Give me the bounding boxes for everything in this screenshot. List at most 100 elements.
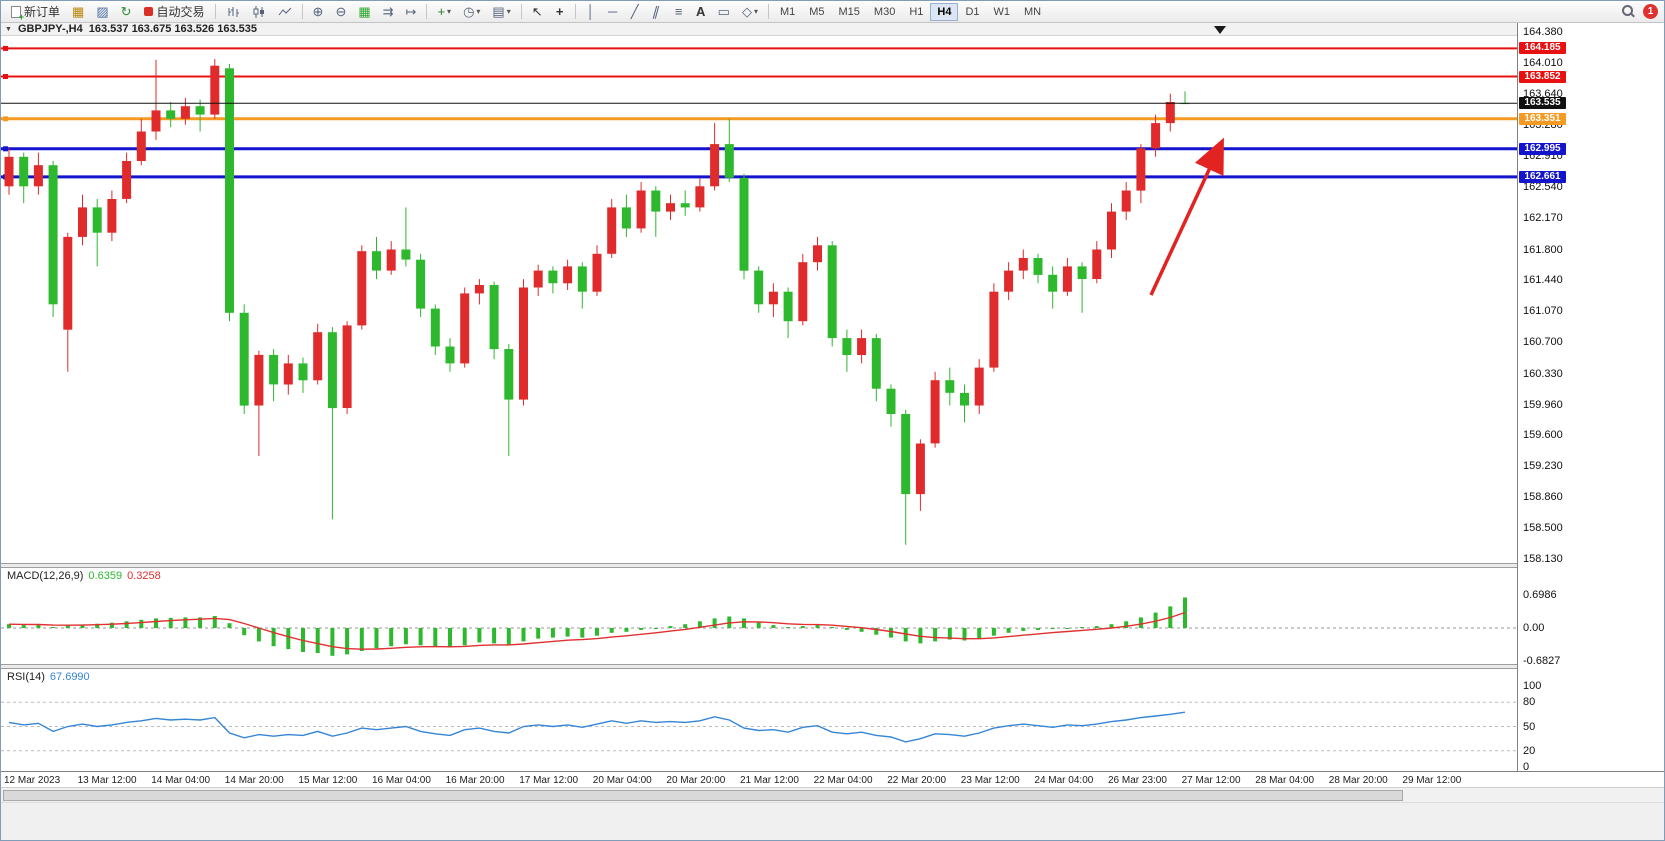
timeframe-button-d1[interactable]: D1 — [965, 6, 980, 18]
crosshair-button[interactable]: + — [550, 2, 570, 22]
search-icon[interactable] — [1622, 5, 1635, 18]
time-axis: 12 Mar 2023 13 Mar 12:00 14 Mar 04:00 14 Ma… — [1, 771, 1664, 787]
candle-body — [63, 236, 73, 330]
refresh-button[interactable]: ↻ — [116, 2, 137, 22]
candles-layer — [4, 59, 1190, 545]
horizontal-line-button[interactable]: ─ — [603, 2, 623, 22]
panel-separator[interactable] — [1, 563, 1664, 568]
chart-shift-icon: ↦ — [405, 4, 417, 19]
shapes-icon: ◇ — [741, 4, 752, 19]
time-axis-label: 20 Mar 04:00 — [592, 775, 652, 786]
panel-separator[interactable] — [1, 664, 1664, 669]
chart-shift-button[interactable]: ↦ — [401, 2, 422, 22]
candle-body — [960, 392, 969, 406]
timeframe-button-w1[interactable]: W1 — [993, 6, 1011, 18]
templates-button[interactable]: ▤ ▾ — [487, 2, 515, 22]
horizontal-scrollbar[interactable] — [1, 787, 1664, 802]
price-axis-label: 164.380 — [1523, 26, 1563, 38]
tile-windows-icon: ▦ — [358, 4, 371, 19]
zoom-out-button[interactable]: ⊖ — [330, 2, 351, 22]
auto-trading-button[interactable]: 自动交易 — [139, 2, 210, 22]
price-axis[interactable]: 164.380 164.010 163.640 163.280 162.910 162.5… — [1517, 23, 1664, 773]
macd-signal-line — [8, 611, 1186, 650]
fibonacci-icon: ≡ — [674, 4, 683, 19]
timeframe-button-h1[interactable]: H1 — [909, 6, 924, 18]
notification-badge[interactable]: 1 — [1643, 4, 1658, 19]
candle-body — [1121, 190, 1131, 212]
time-axis-label: 29 Mar 12:00 — [1402, 775, 1462, 786]
time-axis-label: 12 Mar 2023 — [4, 775, 61, 786]
vertical-line-button[interactable]: │ — [581, 2, 601, 22]
macd-panel[interactable] — [1, 568, 1517, 664]
chevron-down-icon: ▾ — [447, 7, 452, 16]
horizontal-scrollbar-thumb[interactable] — [3, 790, 1403, 801]
cursor-button[interactable]: ↖ — [527, 2, 548, 22]
timeframe-button-m30[interactable]: M30 — [873, 6, 896, 18]
chart-area[interactable]: ▼ GBPJPY-,H4 163.537 163.675 163.526 163… — [1, 23, 1664, 840]
timeframe-button-h4[interactable]: H4 — [930, 3, 959, 21]
shapes-button[interactable]: ◇ ▾ — [737, 2, 763, 22]
candle-body — [4, 156, 14, 187]
zoom-out-icon: ⊖ — [335, 4, 347, 19]
trendline-button[interactable]: ╱ — [625, 2, 645, 22]
candle-body — [445, 346, 455, 364]
charts-button[interactable]: ▦ — [67, 2, 89, 22]
new-order-label: 新订单 — [24, 5, 61, 19]
chart-shift-marker[interactable] — [1214, 26, 1226, 34]
one-click-trading-toggle[interactable]: ▼ — [5, 25, 12, 33]
candle-body — [695, 186, 705, 208]
auto-scroll-button[interactable]: ⇉ — [378, 2, 399, 22]
zoom-in-icon: ⊕ — [312, 4, 324, 19]
line-chart-icon — [278, 7, 291, 15]
macd-scale-label: 0.6986 — [1523, 588, 1557, 601]
price-axis-label: 161.070 — [1523, 305, 1563, 318]
tile-windows-button[interactable]: ▦ — [353, 2, 375, 22]
text-button[interactable]: A — [691, 2, 711, 22]
candle-body — [48, 165, 58, 305]
channel-button[interactable]: ∥ — [647, 2, 667, 22]
candle-body — [680, 203, 690, 208]
candlestick-chart-button[interactable] — [247, 2, 271, 22]
template-icon: ▤ — [492, 4, 505, 19]
price-chart[interactable] — [1, 23, 1517, 563]
candle-body — [842, 338, 852, 355]
candle-body — [166, 110, 176, 119]
toolbar-separator — [520, 4, 522, 19]
timeframe-button-mn[interactable]: MN — [1024, 6, 1042, 18]
candlestick-chart-icon — [253, 5, 264, 18]
candle-body — [1048, 274, 1058, 292]
label-button[interactable]: ▭ — [713, 2, 735, 22]
price-axis-label: 159.230 — [1523, 460, 1563, 473]
cursor-icon: ↖ — [531, 4, 543, 19]
trend-arrow[interactable] — [1149, 137, 1224, 296]
candle-body — [886, 388, 896, 414]
candle-body — [651, 190, 661, 212]
line-chart-button[interactable] — [273, 2, 297, 22]
candle-body — [798, 262, 808, 322]
horizontal-lines[interactable] — [1, 45, 1517, 180]
candle-body — [827, 245, 837, 339]
rsi-panel[interactable] — [1, 669, 1517, 771]
charts-icon: ▦ — [72, 4, 85, 19]
candle-body — [357, 251, 367, 326]
ohlc-values: 163.537 163.675 163.526 163.535 — [88, 23, 257, 35]
fibonacci-button[interactable]: ≡ — [669, 2, 689, 22]
candle-body — [1165, 102, 1175, 124]
new-order-button[interactable]: 新订单 — [6, 2, 65, 22]
rsi-scale-label: 50 — [1523, 720, 1536, 733]
timeframe-button-m5[interactable]: M5 — [809, 6, 825, 18]
time-axis-label: 17 Mar 12:00 — [519, 775, 579, 786]
candle-body — [489, 285, 499, 350]
bar-chart-button[interactable] — [221, 2, 245, 22]
timeframe-button-m1[interactable]: M1 — [779, 6, 796, 18]
new-order-icon — [11, 5, 24, 22]
toolbar-separator — [574, 4, 576, 19]
zoom-in-button[interactable]: ⊕ — [308, 2, 329, 22]
candle-body — [386, 249, 396, 271]
candle-body — [342, 325, 352, 408]
profile-button[interactable]: ▨ — [91, 2, 113, 22]
new-chart-button[interactable]: + ▾ — [432, 2, 456, 22]
timeframe-button-m15[interactable]: M15 — [838, 6, 860, 18]
candle-body — [768, 291, 778, 305]
periods-button[interactable]: ◷ ▾ — [458, 2, 485, 22]
